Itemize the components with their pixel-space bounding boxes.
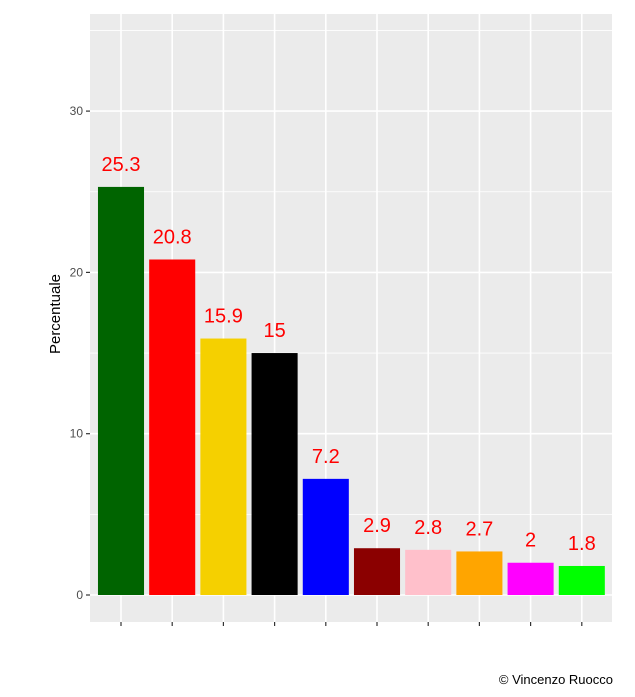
bar-value-label: 25.3 bbox=[102, 154, 141, 176]
y-axis-label: Percentuale bbox=[47, 274, 64, 354]
bar-value-label: 2.9 bbox=[363, 515, 391, 537]
bar bbox=[405, 549, 452, 595]
y-tick-label: 20 bbox=[70, 265, 84, 279]
bar-value-label: 2.7 bbox=[465, 518, 493, 540]
bar bbox=[302, 478, 349, 595]
bar-value-label: 1.8 bbox=[568, 533, 596, 555]
bars bbox=[97, 186, 605, 595]
y-axis: 0 10 20 30 bbox=[70, 104, 90, 602]
bar bbox=[507, 562, 554, 595]
bar bbox=[251, 353, 298, 595]
y-tick-label: 10 bbox=[70, 427, 84, 441]
bar bbox=[456, 551, 503, 595]
bar bbox=[558, 565, 605, 595]
bar bbox=[149, 259, 196, 595]
data-labels: 25.3 20.8 15.9 15 7.2 2.9 2.8 2.7 2 1.8 bbox=[102, 154, 596, 555]
bar-value-label: 2 bbox=[525, 530, 536, 552]
bar-value-label: 2.8 bbox=[414, 517, 442, 539]
bar-value-label: 15.9 bbox=[204, 306, 243, 328]
copyright-caption: © Vincenzo Ruocco bbox=[498, 672, 613, 687]
x-axis bbox=[120, 622, 583, 626]
bar bbox=[97, 186, 145, 595]
y-tick-label: 0 bbox=[76, 588, 83, 602]
bar-value-label: 15 bbox=[263, 320, 285, 342]
bar-value-label: 20.8 bbox=[153, 226, 192, 248]
bar-value-label: 7.2 bbox=[312, 446, 340, 468]
bar bbox=[353, 548, 401, 595]
y-tick-label: 30 bbox=[70, 104, 84, 118]
bar bbox=[200, 338, 247, 595]
